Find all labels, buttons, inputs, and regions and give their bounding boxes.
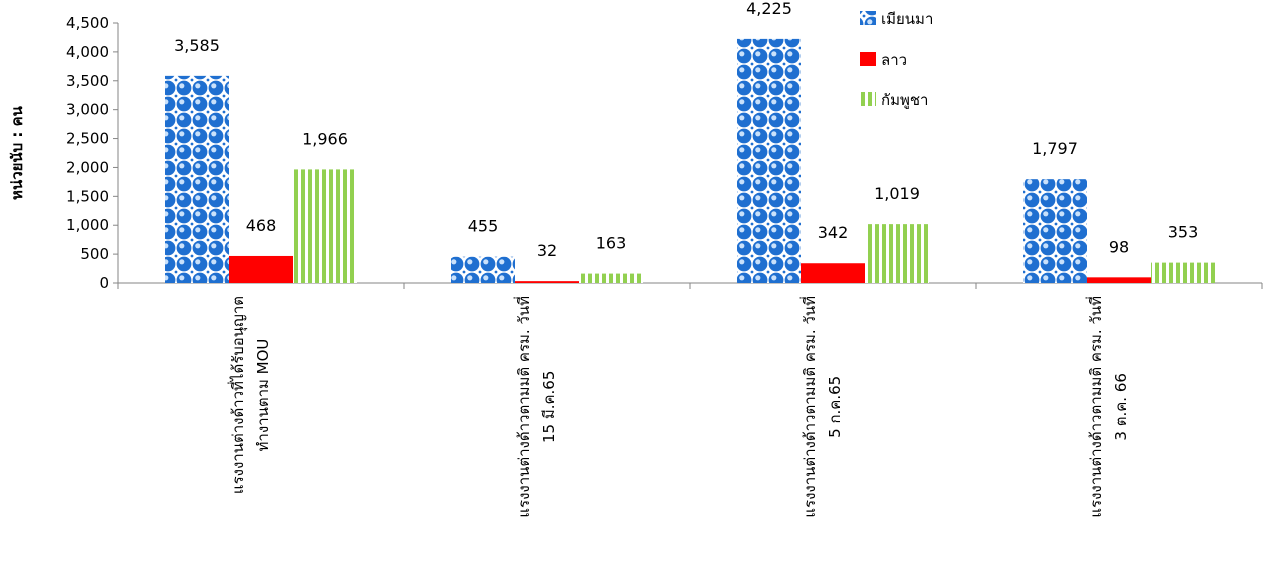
bar	[1151, 262, 1215, 283]
data-label: 342	[818, 223, 849, 242]
data-label: 1,966	[302, 129, 348, 148]
y-tick-label: 2,500	[66, 130, 109, 148]
category-label-line: แรงงานต่างด้าวตามมติ ครม. วันที่	[1085, 296, 1105, 518]
legend-swatch	[860, 52, 876, 66]
bar	[737, 38, 801, 284]
category-label-line: 15 มี.ค.65	[540, 371, 558, 443]
data-labels: 3,585 468 1,966 455 32 163 4,225 342 1,019 1,797 9…	[174, 0, 1198, 260]
category-label-line: แรงงานต่างด้าวตามมติ ครม. วันที่	[513, 296, 533, 518]
svg-text:แรงงานต่างด้าวตามมติ ครม. วันท: แรงงานต่างด้าวตามมติ ครม. วันที่ 3 ต.ค. 6…	[1085, 296, 1130, 518]
category-label-line: แรงงานต่างด้าวที่ได้รับอนุญาต	[227, 296, 248, 494]
legend-item: กัมพูชา	[860, 91, 928, 109]
category-label: แรงงานต่างด้าวตามมติ ครม. วันที่ 3 ต.ค. 6…	[1085, 296, 1130, 518]
y-axis-label: หน่วยนับ : คน	[8, 105, 26, 200]
bar	[293, 169, 357, 283]
y-axis: 0 500 1,000 1,500 2,000 2,500 3,000 3,500 4,000 4…	[66, 14, 119, 292]
category-label-line: 3 ต.ค. 66	[1112, 373, 1130, 440]
legend-item: เมียนมา	[860, 10, 933, 28]
category-label-line: 5 ก.ค.65	[826, 376, 844, 438]
legend-label: ลาว	[881, 51, 907, 69]
svg-text:แรงงานต่างด้าวตามมติ ครม. วันท: แรงงานต่างด้าวตามมติ ครม. วันที่ 15 มี.ค.…	[513, 296, 558, 518]
x-axis	[117, 282, 1263, 289]
category-label: แรงงานต่างด้าวที่ได้รับอนุญาต ทำงานตาม MO…	[227, 296, 272, 494]
data-label: 353	[1168, 223, 1199, 242]
y-tick-label: 4,000	[66, 43, 109, 61]
bar	[865, 224, 929, 283]
y-tick-label: 4,500	[66, 14, 109, 32]
bar	[229, 255, 293, 283]
bar	[1087, 277, 1151, 283]
legend-swatch	[860, 11, 876, 25]
svg-text:แรงงานต่างด้าวตามมติ ครม. วันท: แรงงานต่างด้าวตามมติ ครม. วันที่ 5 ก.ค.65	[799, 296, 844, 518]
data-label: 3,585	[174, 36, 220, 55]
bar	[801, 263, 865, 283]
data-label: 98	[1109, 237, 1129, 256]
legend-item: ลาว	[860, 51, 907, 69]
legend-label: กัมพูชา	[881, 91, 928, 109]
category-label: แรงงานต่างด้าวตามมติ ครม. วันที่ 5 ก.ค.65	[799, 296, 844, 518]
legend-label: เมียนมา	[881, 10, 933, 28]
data-label: 1,797	[1032, 139, 1078, 158]
y-tick-label: 3,000	[66, 101, 109, 119]
y-tick-label: 3,500	[66, 72, 109, 90]
bars	[165, 38, 1215, 284]
y-axis-title: หน่วยนับ : คน	[8, 105, 26, 200]
bar	[165, 75, 229, 283]
category-label-line: ทำงานตาม MOU	[254, 339, 272, 452]
data-label: 455	[468, 217, 499, 236]
y-tick-label: 2,000	[66, 158, 109, 176]
data-label: 4,225	[746, 0, 792, 18]
category-label-line: แรงงานต่างด้าวตามมติ ครม. วันที่	[799, 296, 819, 518]
data-label: 468	[246, 216, 277, 235]
data-label: 163	[596, 234, 627, 253]
bar	[515, 281, 579, 283]
data-label: 32	[537, 241, 557, 260]
data-label: 1,019	[874, 184, 920, 203]
bar	[1023, 179, 1087, 283]
bar	[579, 273, 643, 283]
bar	[451, 256, 515, 283]
y-tick-label: 1,000	[66, 216, 109, 234]
y-tick-label: 0	[99, 274, 109, 292]
category-label: แรงงานต่างด้าวตามมติ ครม. วันที่ 15 มี.ค.…	[513, 296, 558, 518]
y-tick-label: 500	[80, 245, 109, 263]
y-tick-label: 1,500	[66, 187, 109, 205]
category-labels: แรงงานต่างด้าวที่ได้รับอนุญาต ทำงานตาม MO…	[227, 296, 1130, 518]
legend-swatch	[860, 92, 876, 106]
